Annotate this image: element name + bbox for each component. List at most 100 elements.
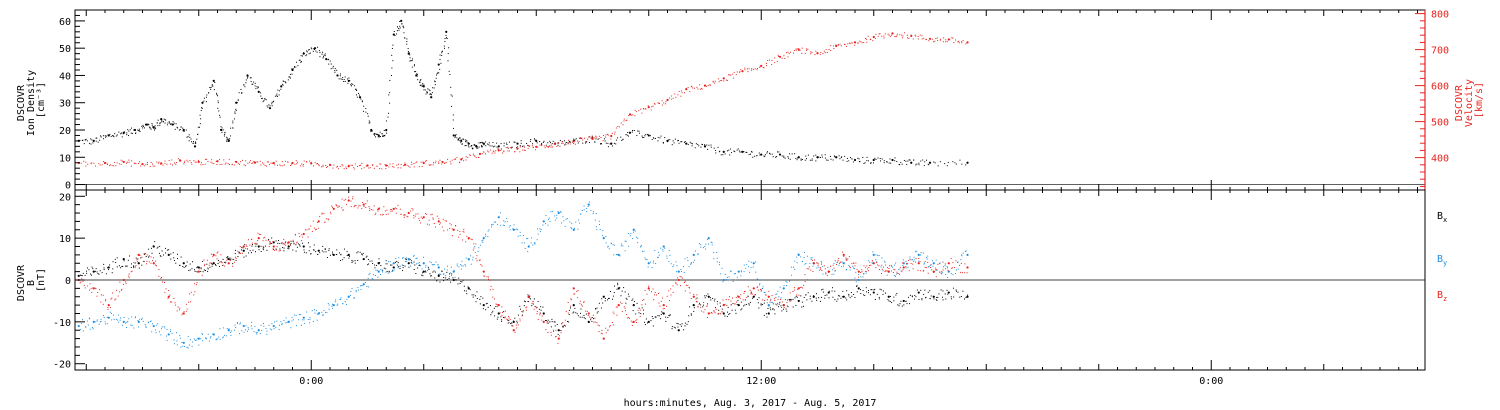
dot-velocity-20-3 <box>465 159 467 161</box>
dot-bx-8-3 <box>202 260 204 262</box>
dot-bz-15-7 <box>311 230 313 232</box>
dot-by-25-1 <box>454 276 456 278</box>
dot-bx-55-12 <box>916 289 918 291</box>
dot-bx-14-5 <box>293 243 295 245</box>
dot-bz-17-5 <box>338 205 340 207</box>
dot-bx-45-13 <box>767 307 769 309</box>
dot-bx-20-9 <box>388 271 390 273</box>
point-velocity-32 <box>685 88 688 91</box>
dot-bz-8-12 <box>210 253 212 255</box>
dot-ion-density-66-12 <box>961 163 963 165</box>
point-bz-49 <box>812 262 815 265</box>
density-tick-label: 0 <box>65 181 71 192</box>
dot-by-52-11 <box>871 262 873 264</box>
dot-ion-density-18-7 <box>276 95 278 97</box>
dot-velocity-34-3 <box>728 74 730 76</box>
dot-velocity-26-7 <box>582 139 584 141</box>
dot-velocity-32-10 <box>699 88 701 90</box>
dot-velocity-41-10 <box>867 35 869 37</box>
dot-bx-15-4 <box>308 250 310 252</box>
dot-bx-36-2 <box>620 295 622 297</box>
dot-by-51-6 <box>849 269 851 271</box>
dot-bz-55-8 <box>912 263 914 265</box>
dot-bz-57-7 <box>941 271 943 273</box>
dot-by-0-9 <box>88 317 90 319</box>
dot-by-25-9 <box>462 265 464 267</box>
dot-bz-37-9 <box>643 298 645 300</box>
dot-velocity-40-2 <box>838 44 840 46</box>
dot-ion-density-10-12 <box>201 108 203 110</box>
point-velocity-18 <box>422 161 425 165</box>
dot-ion-density-46-4 <box>559 139 561 141</box>
dot-bx-52-11 <box>870 289 872 291</box>
legend-label-subscript: y <box>1443 259 1447 267</box>
dot-bz-19-2 <box>365 207 367 209</box>
dot-bz-40-5 <box>684 280 686 282</box>
dot-bx-56-13 <box>933 298 935 300</box>
dot-bx-33-11 <box>584 318 586 320</box>
dot-velocity-41-7 <box>864 37 866 39</box>
dot-bz-32-12 <box>570 299 572 301</box>
dot-bz-19-12 <box>377 210 379 212</box>
dot-bz-6-1 <box>169 294 171 296</box>
dot-ion-density-60-6 <box>824 154 826 156</box>
dot-bx-51-6 <box>849 297 851 299</box>
dot-by-4-6 <box>145 326 147 328</box>
dot-bz-4-9 <box>148 261 150 263</box>
dot-ion-density-57-3 <box>764 154 766 156</box>
dot-by-18-7 <box>355 291 357 293</box>
dot-velocity-17-9 <box>416 161 418 163</box>
dot-bx-50-6 <box>834 290 836 292</box>
dot-ion-density-26-1 <box>360 98 362 100</box>
dot-bz-29-4 <box>517 324 519 326</box>
dot-bz-50-3 <box>832 264 834 266</box>
dot-bz-44-10 <box>749 289 751 291</box>
dot-bz-40-13 <box>693 293 695 295</box>
dot-by-39-2 <box>666 255 668 257</box>
dot-velocity-6-2 <box>200 162 202 164</box>
dot-bz-13-3 <box>276 249 278 251</box>
dot-by-46-10 <box>780 297 782 299</box>
dot-bx-35-10 <box>614 285 616 287</box>
dot-ion-density-43-7 <box>507 147 509 149</box>
dot-by-39-4 <box>668 250 670 252</box>
dot-velocity-22-3 <box>503 150 505 152</box>
dot-by-14-3 <box>291 316 293 318</box>
point-by-56 <box>917 253 920 256</box>
dot-velocity-44-12 <box>928 40 930 42</box>
dot-velocity-36-10 <box>774 57 776 59</box>
dot-bz-7-6 <box>190 301 192 303</box>
dot-ion-density-60-4 <box>821 156 823 158</box>
point-velocity-7 <box>216 160 219 163</box>
dot-bx-5-8 <box>161 250 163 252</box>
dot-bx-54-4 <box>893 296 895 298</box>
dot-velocity-22-10 <box>511 146 513 148</box>
dot-velocity-36-5 <box>767 59 769 61</box>
dot-ion-density-33-11 <box>421 84 423 86</box>
dot-velocity-25-10 <box>568 139 570 141</box>
point-ion-density-57 <box>760 153 763 156</box>
dot-bx-47-11 <box>795 305 797 307</box>
dot-ion-density-8-10 <box>180 126 182 128</box>
dot-bz-19-4 <box>368 206 370 208</box>
dot-bz-9-2 <box>216 258 218 260</box>
dot-bx-8-4 <box>202 271 204 273</box>
point-bx-12 <box>257 245 260 248</box>
dot-velocity-19-13 <box>458 162 460 164</box>
dot-velocity-43-7 <box>901 37 903 39</box>
dot-bx-13-4 <box>277 239 279 241</box>
dot-ion-density-57-9 <box>772 156 774 158</box>
dot-by-7-3 <box>187 347 189 349</box>
dot-by-33-5 <box>578 222 580 224</box>
dot-bz-33-1 <box>574 293 576 295</box>
dot-velocity-15-10 <box>380 163 382 165</box>
dot-ion-density-63-5 <box>879 157 881 159</box>
dot-bz-37-1 <box>635 320 637 322</box>
dot-bz-22-3 <box>412 209 414 211</box>
point-velocity-19 <box>441 160 444 164</box>
dot-bx-16-3 <box>322 245 324 247</box>
dot-ion-density-7-9 <box>168 121 170 123</box>
dot-bz-57-1 <box>935 269 937 271</box>
dot-bx-22-13 <box>422 272 424 274</box>
